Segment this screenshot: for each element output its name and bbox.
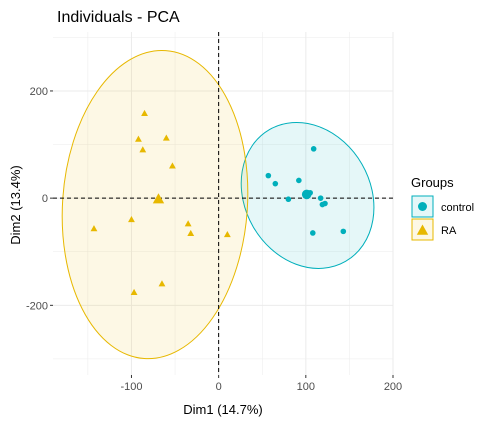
point-control	[310, 146, 317, 152]
point-ra	[169, 162, 176, 169]
centroid-ra	[152, 193, 165, 204]
y-tick-label: 0	[42, 193, 48, 205]
y-tick-label: -200	[26, 300, 48, 312]
point-control	[285, 196, 292, 203]
legend-marker-control	[418, 202, 427, 211]
x-tick-label: 200	[384, 381, 402, 393]
legend-title: Groups	[411, 175, 454, 190]
point-ra	[128, 215, 135, 223]
point-ra	[223, 230, 231, 238]
point-ra	[139, 146, 147, 153]
point-control	[340, 228, 347, 235]
legend-marker-ra	[416, 224, 429, 235]
y-tick-label: 200	[30, 86, 48, 98]
reference-lines	[53, 32, 393, 375]
point-ra	[130, 288, 138, 295]
point-ra	[162, 134, 170, 141]
chart-title: Individuals - PCA	[57, 9, 180, 26]
point-control	[296, 177, 302, 184]
legend-label-ra: RA	[441, 225, 457, 237]
y-axis-ticks: -200 0 200	[26, 86, 53, 312]
centroid-control	[301, 189, 312, 200]
point-ra	[187, 229, 195, 237]
legend-label-control: control	[441, 202, 474, 214]
x-axis-ticks: -100 0 100 200	[120, 375, 402, 393]
y-axis-title: Dim2 (13.4%)	[8, 165, 23, 244]
point-ra	[135, 135, 142, 142]
x-axis-title: Dim1 (14.7%)	[183, 402, 262, 417]
legend: Groups control RA	[411, 175, 474, 241]
point-control	[309, 230, 316, 236]
x-tick-label: -100	[120, 381, 142, 393]
data-points	[90, 109, 347, 295]
x-tick-label: 100	[297, 381, 315, 393]
point-control	[317, 195, 324, 201]
point-control	[319, 201, 326, 208]
point-ra	[90, 225, 98, 232]
point-control	[265, 172, 272, 179]
point-control	[272, 180, 279, 187]
x-tick-label: 0	[216, 381, 222, 393]
point-ra	[141, 109, 148, 116]
point-ra	[184, 220, 192, 227]
point-ra	[158, 280, 166, 287]
